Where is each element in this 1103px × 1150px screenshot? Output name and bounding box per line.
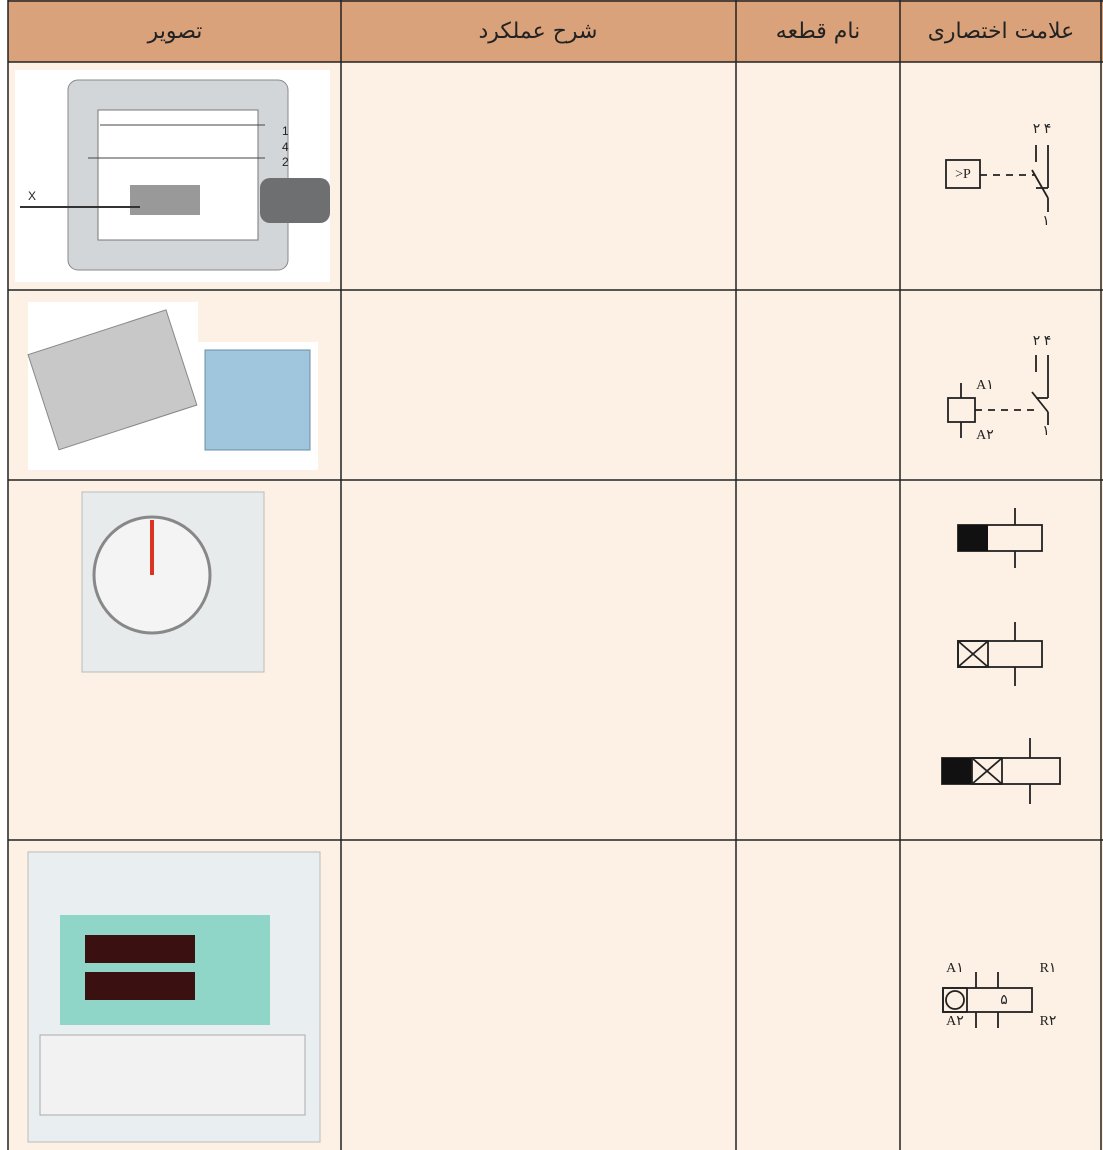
timer-image xyxy=(81,491,265,673)
pressure-switch-image: 1 4 2 X xyxy=(15,70,330,282)
symbol-label: ۲ ۴ xyxy=(1033,334,1052,349)
image-label: X xyxy=(28,189,36,203)
header-row xyxy=(8,0,1103,62)
image-label: 2 xyxy=(282,155,289,169)
symbol-label: ۱ xyxy=(1042,424,1050,439)
table-grid xyxy=(7,0,1103,1150)
image-label: 4 xyxy=(282,140,289,154)
header-cell: نام قطعه xyxy=(776,19,860,44)
symbol-label: >P xyxy=(955,167,971,182)
symbol-label: R۱ xyxy=(1040,961,1057,976)
header-cell: تصویر xyxy=(147,19,203,44)
relay-image xyxy=(27,302,318,470)
symbol-label: ۲ ۴ xyxy=(1033,122,1052,137)
header-cell: علامت اختصاری xyxy=(928,19,1075,44)
symbol-label: A۱ xyxy=(946,961,964,976)
counter-symbol: A۱ A۲ R۱ R۲ ۵ xyxy=(942,961,1057,1029)
symbol-label: A۱ xyxy=(976,378,994,393)
symbol-label: A۲ xyxy=(946,1014,964,1029)
symbol-label: A۲ xyxy=(976,428,994,443)
relay-symbol: A۱ A۲ ۲ ۴ ۱ xyxy=(947,334,1052,443)
symbol-label: R۲ xyxy=(1040,1014,1057,1029)
symbol-label: ۱ xyxy=(1042,214,1050,229)
image-label: 1 xyxy=(282,124,289,138)
counter-image xyxy=(27,851,321,1143)
header-cell: شرح عملکرد xyxy=(479,19,598,44)
timer-symbols xyxy=(941,508,1061,804)
symbol-label: ۵ xyxy=(1000,993,1008,1008)
pressure-switch-symbol: >P ۲ ۴ ۱ xyxy=(945,122,1052,229)
